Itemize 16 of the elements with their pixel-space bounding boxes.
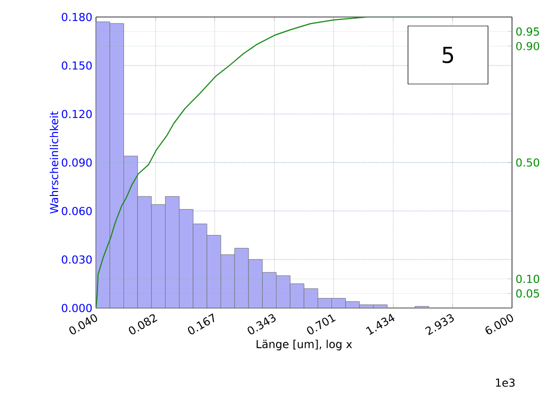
annotation: 5 <box>442 46 454 64</box>
y-tick-label: 0.180 <box>62 12 92 22</box>
y-tick-label: 0.120 <box>62 110 92 118</box>
x-axis-title: Länge [um], log x <box>256 340 352 350</box>
y-tick-label: 0.030 <box>62 255 92 264</box>
text: 1e3 <box>496 378 515 387</box>
y2-tick-label: 0.50 <box>516 158 540 167</box>
y2-tick-label: 0.90 <box>516 42 540 50</box>
y2-tick-label: 0.95 <box>516 27 539 36</box>
y-tick-label: 0.000 <box>62 304 92 312</box>
y-tick-label: 0.090 <box>62 158 92 167</box>
y2-tick-label: 0.10 <box>516 274 540 284</box>
y2-tick-label: 0.05 <box>516 289 539 298</box>
y-axis-title: Wahrscheinlichkeit <box>50 111 58 214</box>
y-tick-label: 0.060 <box>62 206 92 216</box>
y-tick-label: 0.150 <box>62 61 92 70</box>
